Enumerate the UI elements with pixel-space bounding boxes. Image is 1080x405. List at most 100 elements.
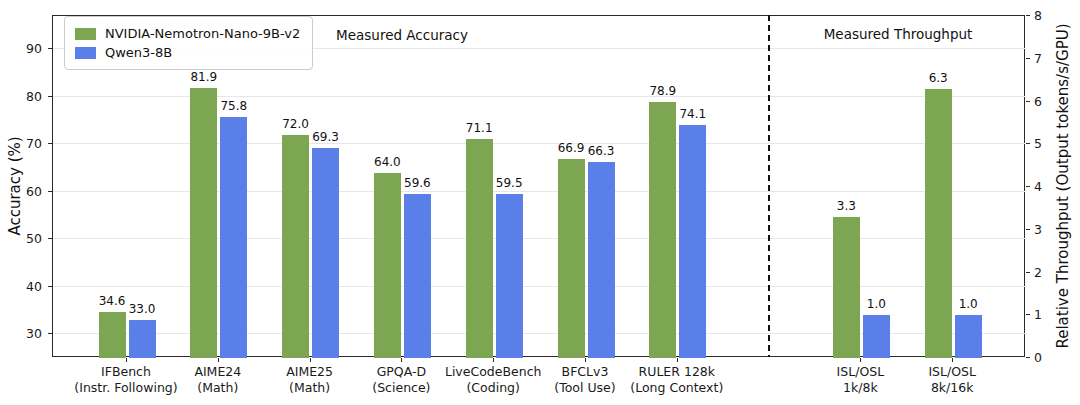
- bar-nemotron-aime25: [282, 135, 309, 358]
- x-axis-label-line: IFBench: [74, 364, 177, 380]
- bar-value-label: 71.1: [466, 121, 493, 135]
- left-axis-tick: [48, 333, 52, 334]
- x-axis-label-line: (Science): [372, 380, 430, 396]
- bar-value-label: 66.3: [588, 144, 615, 158]
- x-axis-label-line: LiveCodeBench: [445, 364, 542, 380]
- accuracy-section-title: Measured Accuracy: [336, 27, 468, 43]
- bar-value-label: 69.3: [312, 130, 339, 144]
- right-axis-tick: [1026, 357, 1030, 358]
- right-axis-tick-label: 8: [1034, 8, 1042, 23]
- x-axis-tick: [218, 358, 219, 362]
- x-axis-tick: [677, 358, 678, 362]
- bar-value-label: 59.5: [496, 176, 523, 190]
- legend-label-nemotron: NVIDIA-Nemotron-Nano-9B-v2: [105, 26, 300, 41]
- x-axis-group-label: ISL/OSL1k/8k: [837, 364, 885, 396]
- qwen-color-swatch: [75, 47, 96, 59]
- bar-nemotron-ruler-128k: [649, 102, 676, 358]
- right-axis-tick: [1026, 272, 1030, 273]
- bar-value-label: 34.6: [99, 294, 126, 308]
- right-axis-tick: [1026, 229, 1030, 230]
- left-axis-tick: [48, 286, 52, 287]
- right-axis-tick-label: 2: [1034, 264, 1042, 279]
- left-axis-tick-label: 70: [12, 136, 42, 151]
- right-axis-tick: [1026, 186, 1030, 187]
- bar-value-label: 3.3: [837, 199, 856, 213]
- x-axis-tick: [585, 358, 586, 362]
- bar-nemotron-isl-osl: [833, 217, 860, 358]
- left-axis-tick: [48, 96, 52, 97]
- x-axis-tick: [310, 358, 311, 362]
- x-axis-label-line: (Math): [286, 380, 333, 396]
- x-axis-tick: [401, 358, 402, 362]
- bar-nemotron-gpqa-d: [374, 173, 401, 358]
- x-axis-label-line: GPQA-D: [372, 364, 430, 380]
- right-axis-tick: [1026, 101, 1030, 102]
- left-axis-tick-label: 90: [12, 41, 42, 56]
- right-axis-tick: [1026, 58, 1030, 59]
- bar-qwen-aime25: [312, 148, 339, 358]
- x-axis-label-line: ISL/OSL: [837, 364, 885, 380]
- right-axis-tick: [1026, 143, 1030, 144]
- left-axis-tick-label: 40: [12, 278, 42, 293]
- x-axis-group-label: ISL/OSL8k/16k: [928, 364, 976, 396]
- x-axis-tick: [952, 358, 953, 362]
- right-axis-tick-label: 7: [1034, 50, 1042, 65]
- x-axis-group-label: AIME25(Math): [286, 364, 333, 396]
- x-axis-label-line: (Tool Use): [554, 380, 615, 396]
- x-axis-label-line: AIME25: [286, 364, 333, 380]
- right-axis-tick-label: 0: [1034, 350, 1042, 365]
- x-axis-tick: [493, 358, 494, 362]
- right-axis-tick-label: 5: [1034, 136, 1042, 151]
- bar-qwen-isl-osl: [955, 315, 982, 358]
- x-axis-group-label: RULER 128k(Long Context): [630, 364, 723, 396]
- left-axis-tick: [48, 48, 52, 49]
- x-axis-label-line: (Math): [194, 380, 241, 396]
- bar-nemotron-bfclv3: [558, 159, 585, 358]
- bar-value-label: 6.3: [929, 71, 948, 85]
- bar-value-label: 1.0: [959, 297, 978, 311]
- throughput-section-title: Measured Throughput: [824, 26, 973, 42]
- right-y-axis-title: Relative Throughput (Output tokens/s/GPU…: [1054, 23, 1072, 348]
- nemotron-color-swatch: [75, 28, 96, 40]
- bar-nemotron-livecodebench: [466, 139, 493, 358]
- legend-label-qwen: Qwen3-8B: [105, 45, 172, 60]
- bar-nemotron-aime24: [190, 88, 217, 358]
- bar-value-label: 59.6: [404, 176, 431, 190]
- x-axis-label-line: AIME24: [194, 364, 241, 380]
- left-axis-tick-label: 30: [12, 326, 42, 341]
- right-axis-tick-label: 3: [1034, 221, 1042, 236]
- bar-qwen-gpqa-d: [404, 194, 431, 358]
- bar-qwen-ifbench: [129, 320, 156, 358]
- left-axis-tick-label: 50: [12, 231, 42, 246]
- left-axis-tick-label: 80: [12, 88, 42, 103]
- x-axis-group-label: BFCLv3(Tool Use): [554, 364, 615, 396]
- x-axis-label-line: 1k/8k: [837, 380, 885, 396]
- x-axis-group-label: LiveCodeBench(Coding): [445, 364, 542, 396]
- x-axis-tick: [126, 358, 127, 362]
- left-axis-tick: [48, 143, 52, 144]
- legend-item-qwen: Qwen3-8B: [75, 43, 300, 62]
- x-axis-tick: [860, 358, 861, 362]
- x-axis-group-label: GPQA-D(Science): [372, 364, 430, 396]
- x-axis-label-line: (Instr. Following): [74, 380, 177, 396]
- x-axis-group-label: IFBench(Instr. Following): [74, 364, 177, 396]
- bar-nemotron-isl-osl: [925, 89, 952, 358]
- bar-qwen-isl-osl: [863, 315, 890, 358]
- left-axis-tick: [48, 191, 52, 192]
- bar-qwen-livecodebench: [496, 194, 523, 358]
- right-axis-tick-label: 4: [1034, 179, 1042, 194]
- bar-value-label: 81.9: [190, 70, 217, 84]
- bar-nemotron-ifbench: [99, 312, 126, 358]
- section-divider-dashed-line: [768, 15, 770, 357]
- right-axis-tick: [1026, 15, 1030, 16]
- benchmark-bar-chart: 34.633.081.975.872.069.364.059.671.159.5…: [0, 0, 1080, 405]
- bar-value-label: 33.0: [129, 302, 156, 316]
- legend-item-nemotron: NVIDIA-Nemotron-Nano-9B-v2: [75, 24, 300, 43]
- bar-value-label: 1.0: [867, 297, 886, 311]
- bar-value-label: 74.1: [679, 107, 706, 121]
- x-axis-label-line: (Coding): [445, 380, 542, 396]
- bar-qwen-ruler-128k: [679, 125, 706, 358]
- bar-value-label: 66.9: [558, 141, 585, 155]
- right-axis-tick-label: 1: [1034, 307, 1042, 322]
- x-axis-label-line: BFCLv3: [554, 364, 615, 380]
